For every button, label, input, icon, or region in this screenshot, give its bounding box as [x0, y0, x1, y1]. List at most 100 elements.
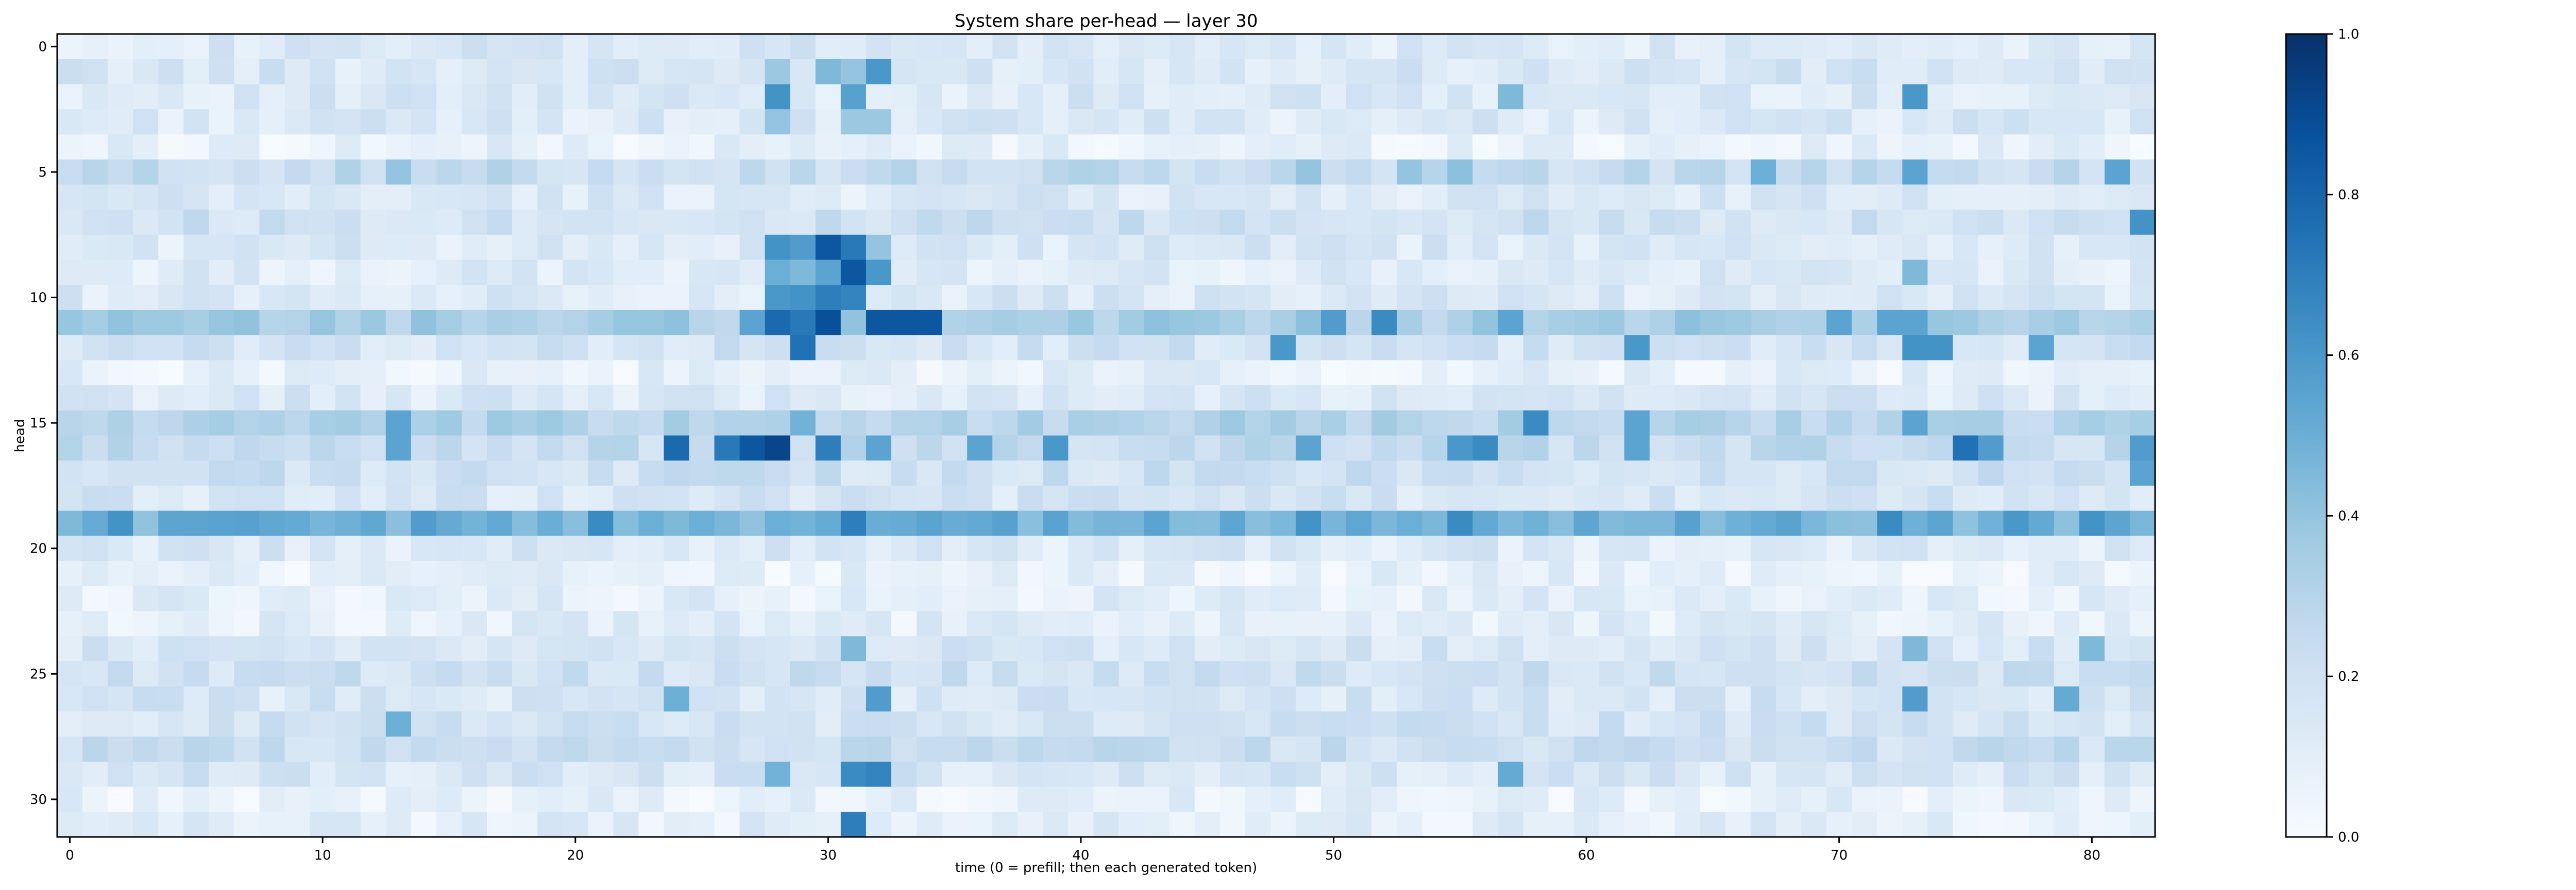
heatmap-cell	[638, 435, 665, 461]
heatmap-cell	[1624, 536, 1650, 561]
heatmap-cell	[1068, 159, 1094, 185]
heatmap-cell	[1801, 737, 1827, 762]
heatmap-cell	[461, 410, 487, 436]
heatmap-cell	[1498, 737, 1524, 762]
heatmap-cell	[815, 184, 841, 210]
heatmap-cell	[108, 159, 133, 185]
heatmap-cell	[1346, 561, 1372, 587]
x-tick-label: 20	[567, 848, 584, 863]
heatmap-cell	[1877, 661, 1903, 687]
heatmap-cell	[259, 84, 285, 110]
heatmap-cell	[1877, 485, 1903, 511]
heatmap-cell	[1219, 460, 1246, 486]
heatmap-cell	[1472, 586, 1499, 612]
heatmap-cell	[1043, 59, 1069, 85]
heatmap-cell	[1043, 109, 1069, 135]
heatmap-cell	[1270, 360, 1296, 386]
heatmap-cell	[2003, 812, 2029, 837]
heatmap-cell	[436, 485, 462, 511]
heatmap-cell	[1548, 561, 1574, 587]
heatmap-cell	[1397, 761, 1422, 788]
heatmap-cell	[1447, 134, 1473, 160]
heatmap-cell	[158, 661, 184, 687]
heatmap-cell	[108, 260, 133, 285]
heatmap-cell	[1397, 812, 1422, 837]
heatmap-cell	[1321, 510, 1347, 536]
heatmap-cell	[209, 385, 235, 411]
heatmap-cell	[57, 510, 83, 536]
heatmap-cell	[563, 134, 588, 160]
heatmap-cell	[1573, 485, 1600, 511]
heatmap-cell	[1674, 59, 1701, 85]
heatmap-cell	[2129, 360, 2156, 386]
heatmap-cell	[158, 711, 184, 737]
heatmap-cell	[1953, 360, 1979, 386]
heatmap-cell	[1422, 686, 1448, 712]
heatmap-cell	[461, 460, 487, 486]
heatmap-cell	[1144, 737, 1170, 762]
heatmap-cell	[1649, 510, 1675, 536]
heatmap-cell	[1118, 360, 1145, 386]
heatmap-cell	[1093, 661, 1120, 687]
heatmap-cell	[1422, 310, 1448, 336]
heatmap-cell	[1674, 786, 1701, 812]
heatmap-cell	[1043, 737, 1069, 762]
heatmap-cell	[1624, 661, 1650, 687]
heatmap-cell	[942, 737, 968, 762]
heatmap-cell	[259, 611, 285, 637]
heatmap-cell	[133, 460, 159, 486]
heatmap-cell	[992, 812, 1018, 837]
heatmap-cell	[2003, 435, 2029, 461]
heatmap-cell	[1018, 285, 1043, 311]
heatmap-cell	[1978, 234, 2004, 261]
heatmap-cell	[1624, 210, 1650, 235]
heatmap-cell	[1447, 737, 1473, 762]
heatmap-cell	[689, 410, 715, 436]
heatmap-cell	[234, 310, 260, 336]
heatmap-cell	[765, 59, 791, 85]
heatmap-cell	[1397, 460, 1422, 486]
heatmap-cell	[942, 385, 968, 411]
heatmap-cell	[1219, 485, 1246, 511]
heatmap-cell	[1118, 260, 1145, 285]
heatmap-cell	[563, 536, 588, 561]
heatmap-cell	[1498, 84, 1524, 110]
heatmap-cell	[1472, 611, 1499, 637]
heatmap-cell	[790, 661, 816, 687]
heatmap-cell	[57, 661, 83, 687]
heatmap-cell	[1472, 410, 1499, 436]
heatmap-cell	[158, 435, 184, 461]
heatmap-cell	[1700, 561, 1726, 587]
heatmap-cell	[588, 812, 614, 837]
heatmap-cell	[310, 84, 336, 110]
heatmap-cell	[1751, 34, 1776, 60]
heatmap-cell	[1927, 335, 1954, 361]
heatmap-cell	[2129, 59, 2156, 85]
heatmap-cell	[840, 59, 867, 85]
heatmap-cell	[1877, 761, 1903, 788]
heatmap-cell	[1852, 34, 1877, 60]
heatmap-cell	[2028, 310, 2055, 336]
heatmap-cell	[2129, 786, 2156, 812]
heatmap-cell	[1321, 561, 1347, 587]
heatmap-cell	[1371, 210, 1397, 235]
heatmap-cell	[2079, 460, 2105, 486]
heatmap-cell	[108, 661, 133, 687]
heatmap-cell	[259, 134, 285, 160]
heatmap-cell	[942, 159, 968, 185]
heatmap-cell	[992, 159, 1018, 185]
heatmap-cell	[1397, 335, 1422, 361]
heatmap-cell	[1826, 586, 1852, 612]
heatmap-cell	[1498, 711, 1524, 737]
heatmap-cell	[992, 385, 1018, 411]
heatmap-cell	[790, 335, 816, 361]
heatmap-cell	[158, 84, 184, 110]
heatmap-cell	[1573, 310, 1600, 336]
heatmap-cell	[1346, 159, 1372, 185]
heatmap-cell	[1472, 335, 1499, 361]
heatmap-cell	[765, 310, 791, 336]
heatmap-cell	[866, 385, 892, 411]
y-tick-label: 0	[38, 39, 47, 55]
heatmap-cell	[1270, 561, 1296, 587]
heatmap-cell	[2104, 84, 2130, 110]
